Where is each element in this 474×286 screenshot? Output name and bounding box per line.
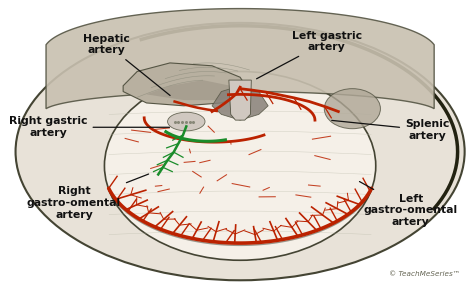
Text: Left gastric
artery: Left gastric artery [256,31,362,79]
Ellipse shape [168,112,205,131]
Polygon shape [146,80,240,100]
Polygon shape [123,63,249,106]
Text: Hepatic
artery: Hepatic artery [83,33,170,96]
Text: Right
gastro-omental
artery: Right gastro-omental artery [27,174,149,220]
Ellipse shape [16,23,465,280]
Text: Left
gastro-omental
artery: Left gastro-omental artery [359,182,458,227]
Text: Right gastric
artery: Right gastric artery [9,116,170,138]
Polygon shape [229,80,251,120]
Ellipse shape [104,72,376,260]
Ellipse shape [324,89,381,129]
Text: Splenic
artery: Splenic artery [332,119,449,141]
Polygon shape [212,86,268,120]
Polygon shape [46,9,434,109]
Text: © TeachMeSeries™: © TeachMeSeries™ [389,271,460,277]
